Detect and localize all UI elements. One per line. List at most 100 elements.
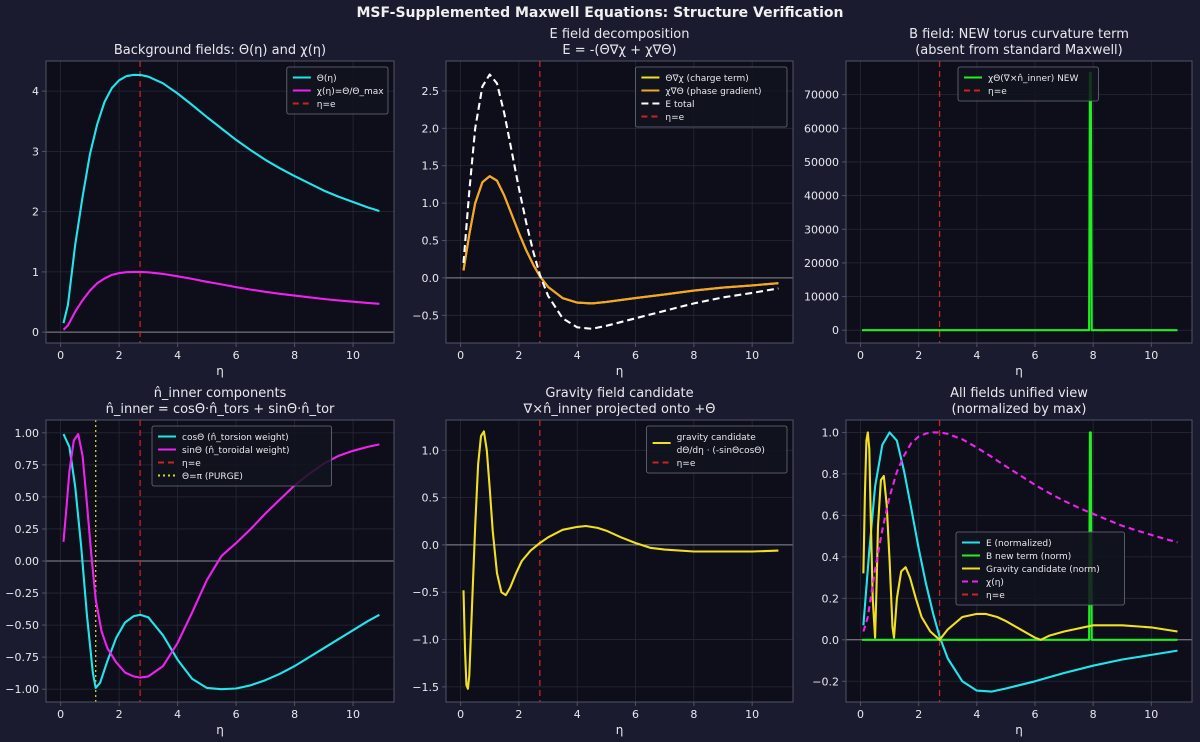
y-tick-label: −1.0 bbox=[412, 634, 439, 647]
y-tick-label: 0.0 bbox=[822, 634, 840, 647]
y-tick-label: −0.75 bbox=[5, 651, 39, 664]
y-tick-label: 0.50 bbox=[15, 491, 40, 504]
y-tick-label: 0.75 bbox=[15, 459, 40, 472]
subplot-title: ∇×n̂_inner projected onto +Θ bbox=[523, 402, 716, 417]
y-tick-label: 1.0 bbox=[422, 444, 440, 457]
x-tick-label: 4 bbox=[174, 708, 181, 721]
y-tick-label: 0 bbox=[32, 326, 39, 339]
subplot-title: E field decomposition bbox=[549, 27, 689, 42]
y-tick-label: 1.0 bbox=[822, 426, 840, 439]
x-axis-label: η bbox=[216, 364, 224, 378]
x-tick-label: 6 bbox=[632, 708, 639, 721]
legend-label: η=e bbox=[988, 87, 1007, 97]
legend-label: η=e bbox=[677, 459, 696, 469]
y-tick-label: 0 bbox=[832, 324, 839, 337]
y-tick-label: −0.2 bbox=[812, 675, 839, 688]
subplot-4: 0 2 4 6 8 10 −1.00 −0.75 −0.50 −0.25 0.00 0.25 0.50 0… bbox=[5, 386, 395, 737]
subplot-title: Gravity field candidate bbox=[545, 386, 693, 401]
legend: χΘ(∇×n̂_inner) NEW η=e bbox=[957, 66, 1099, 102]
series-group bbox=[462, 430, 779, 690]
y-tick-label: 0.0 bbox=[422, 272, 440, 285]
legend-label: η=e bbox=[986, 591, 1005, 601]
legend-label: Θ(η) bbox=[317, 74, 337, 84]
legend-label: χ(η) bbox=[986, 578, 1004, 588]
legend-label: dΘ/dη · (-sinΘcosΘ) bbox=[677, 446, 765, 456]
legend-frame bbox=[646, 425, 788, 474]
x-tick-label: 4 bbox=[174, 349, 181, 362]
y-tick-label: 0.25 bbox=[15, 523, 40, 536]
y-tick-label: 30000 bbox=[804, 223, 839, 236]
y-tick-label: 0.0 bbox=[422, 539, 440, 552]
legend-label: B new term (norm) bbox=[986, 552, 1071, 562]
x-tick-label: 0 bbox=[857, 708, 864, 721]
y-tick-label: 0.2 bbox=[822, 592, 840, 605]
x-tick-label: 8 bbox=[291, 708, 298, 721]
x-tick-label: 4 bbox=[574, 349, 581, 362]
x-axis-label: η bbox=[216, 723, 224, 737]
y-tick-label: 3 bbox=[32, 145, 39, 158]
x-axis-label: η bbox=[1015, 364, 1023, 378]
y-tick-label: 10000 bbox=[804, 291, 839, 304]
series-group bbox=[62, 73, 380, 331]
x-tick-label: 2 bbox=[116, 708, 123, 721]
y-tick-label: 0.8 bbox=[822, 468, 840, 481]
y-tick-label: 70000 bbox=[804, 89, 839, 102]
legend-frame bbox=[151, 425, 333, 487]
series-line-1 bbox=[62, 433, 380, 691]
x-tick-label: 6 bbox=[632, 349, 639, 362]
x-tick-label: 0 bbox=[57, 349, 64, 362]
legend-label: η=e bbox=[665, 113, 684, 123]
x-tick-label: 4 bbox=[973, 349, 980, 362]
x-tick-label: 0 bbox=[57, 708, 64, 721]
legend-label: χ(η)=Θ/Θ_max bbox=[317, 87, 384, 97]
legend: Θ(η) χ(η)=Θ/Θ_max η=e bbox=[286, 66, 389, 115]
x-axis-label: η bbox=[1015, 723, 1023, 737]
subplot-title: All fields unified view bbox=[950, 386, 1088, 401]
legend-label: Θ=π (PURGE) bbox=[182, 472, 243, 482]
x-tick-label: 2 bbox=[915, 708, 922, 721]
subplot-5: 0 2 4 6 8 10 −1.5 −1.0 −0.5 0.0 0.5 1.0 η Gravity fie… bbox=[412, 386, 794, 737]
series-line-1 bbox=[862, 431, 1178, 693]
x-tick-label: 4 bbox=[973, 708, 980, 721]
legend-frame bbox=[635, 66, 788, 128]
legend: cosΘ (n̂_torsion weight) sinΘ (n̂_toroida… bbox=[151, 425, 333, 487]
axes-frame bbox=[845, 419, 1193, 703]
y-tick-label: 40000 bbox=[804, 190, 839, 203]
figure-title: MSF-Supplemented Maxwell Equations: Stru… bbox=[356, 5, 844, 21]
legend-label: E (normalized) bbox=[986, 539, 1052, 549]
y-tick-label: −0.50 bbox=[5, 619, 39, 632]
series-line-2 bbox=[862, 431, 1178, 641]
x-tick-label: 0 bbox=[457, 708, 464, 721]
y-tick-label: 1.00 bbox=[15, 427, 40, 440]
series-line-1 bbox=[462, 430, 779, 690]
legend-label: η=e bbox=[182, 459, 201, 469]
x-tick-label: 8 bbox=[1090, 708, 1097, 721]
axes-frame bbox=[445, 60, 794, 344]
x-tick-label: 6 bbox=[1031, 349, 1038, 362]
y-tick-label: 0.6 bbox=[822, 509, 840, 522]
y-tick-label: 1.5 bbox=[422, 160, 440, 173]
legend-label: Gravity candidate (norm) bbox=[986, 565, 1100, 575]
subplot-3: 0 2 4 6 8 10 0 10000 20000 30000 40000 50000 60000 70… bbox=[804, 27, 1193, 378]
x-tick-label: 2 bbox=[915, 349, 922, 362]
series-group bbox=[462, 73, 779, 330]
x-tick-label: 2 bbox=[515, 708, 522, 721]
legend: gravity candidate dΘ/dη · (-sinΘcosΘ) η=e bbox=[646, 425, 788, 474]
legend-label: χ∇Θ (phase gradient) bbox=[665, 87, 761, 97]
series-line-2 bbox=[62, 270, 380, 331]
x-axis-label: η bbox=[616, 364, 624, 378]
y-tick-label: −0.5 bbox=[412, 309, 439, 322]
y-tick-label: −0.5 bbox=[412, 586, 439, 599]
y-tick-label: 50000 bbox=[804, 156, 839, 169]
series-line-4 bbox=[862, 431, 1178, 632]
x-tick-label: 6 bbox=[233, 349, 240, 362]
subplot-title: Background fields: Θ(η) and χ(η) bbox=[114, 43, 326, 58]
series-line-1 bbox=[62, 73, 380, 324]
subplot-title: n̂_inner components bbox=[154, 386, 287, 401]
x-tick-label: 0 bbox=[857, 349, 864, 362]
axes-background bbox=[846, 61, 1192, 343]
subplot-title: E = -(Θ∇χ + χ∇Θ) bbox=[562, 43, 676, 58]
y-tick-label: 4 bbox=[32, 85, 39, 98]
x-tick-label: 8 bbox=[690, 349, 697, 362]
